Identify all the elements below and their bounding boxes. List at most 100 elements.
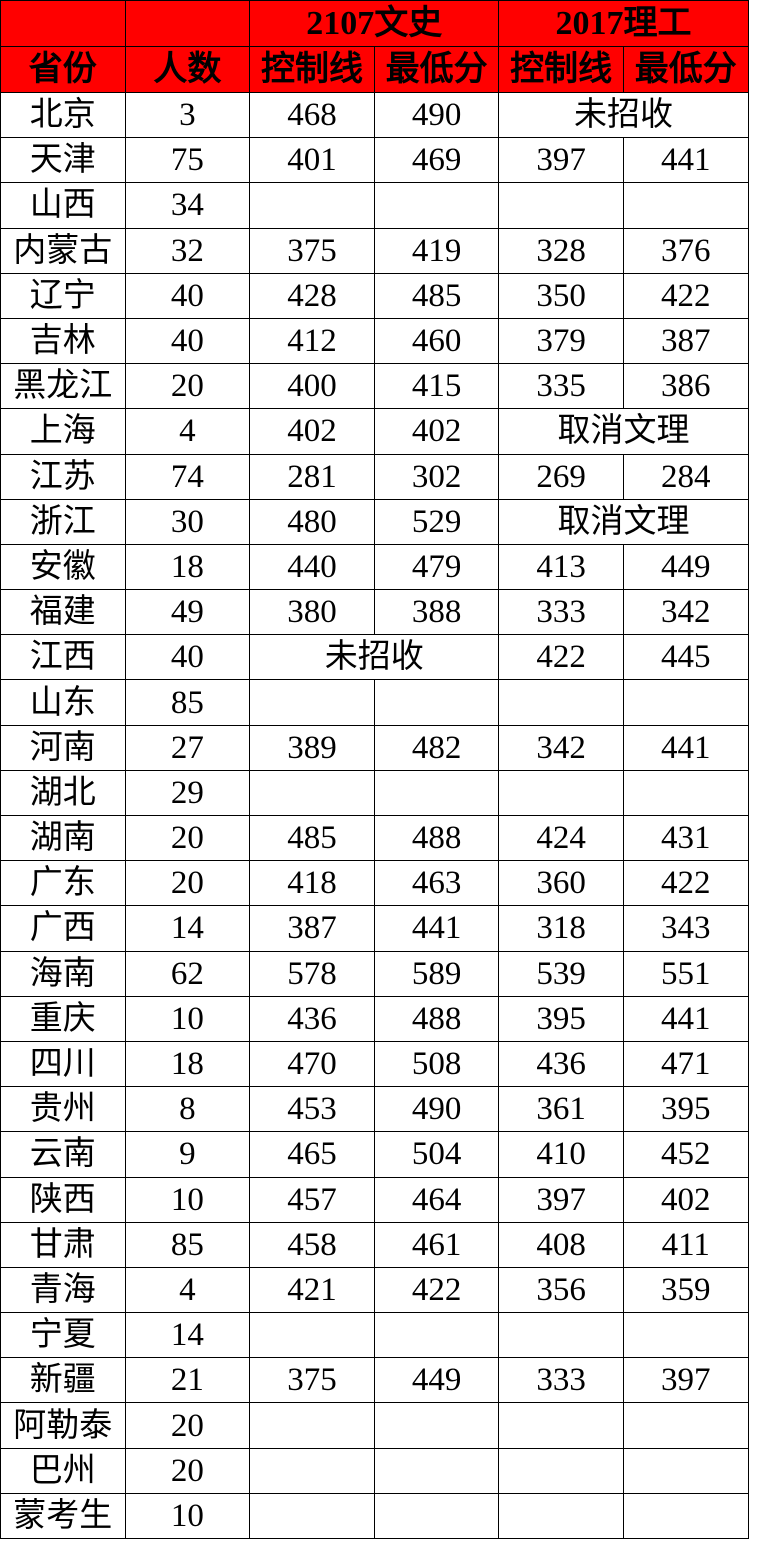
arts-control-cell	[249, 679, 375, 726]
sci-min-cell: 431	[622, 814, 749, 862]
count-cell: 20	[124, 363, 251, 410]
table-row: 河南 27 389 482 342 441	[0, 724, 749, 771]
sci-control-cell	[498, 1312, 624, 1359]
count-cell: 20	[124, 1447, 251, 1494]
arts-min-cell	[373, 1312, 500, 1359]
count-cell: 18	[124, 543, 251, 591]
sci-control-cell	[498, 1492, 624, 1540]
sci-min-cell: 441	[622, 995, 749, 1042]
sci-min-cell: 376	[622, 227, 749, 274]
table-row: 四川 18 470 508 436 471	[0, 1040, 749, 1088]
arts-min-cell: 419	[373, 227, 500, 274]
arts-control-cell: 436	[249, 995, 375, 1042]
arts-min-cell: 460	[373, 317, 500, 365]
table-row: 江西 40 未招收 422 445	[0, 634, 749, 681]
count-cell: 29	[124, 769, 251, 817]
sci-control-cell: 422	[498, 634, 624, 681]
arts-min-cell: 463	[373, 860, 500, 907]
arts-min-cell: 479	[373, 543, 500, 591]
sci-control-cell: 350	[498, 272, 624, 319]
table-row: 黑龙江 20 400 415 335 386	[0, 363, 749, 410]
sci-min-cell: 441	[622, 137, 749, 184]
sci-control-cell: 408	[498, 1221, 624, 1268]
province-cell: 宁夏	[0, 1312, 126, 1359]
table-row: 重庆 10 436 488 395 441	[0, 995, 749, 1042]
sci-note-cell: 未招收	[498, 91, 749, 139]
header-blank	[124, 0, 251, 47]
province-cell: 新疆	[0, 1357, 126, 1404]
sci-min-cell: 342	[622, 589, 749, 636]
province-cell: 山东	[0, 679, 126, 726]
table-row: 贵州 8 453 490 361 395	[0, 1086, 749, 1133]
sci-min-cell	[622, 182, 749, 229]
sci-control-cell: 424	[498, 814, 624, 862]
province-cell: 安徽	[0, 543, 126, 591]
sci-min-cell: 445	[622, 634, 749, 681]
arts-control-cell: 418	[249, 860, 375, 907]
sci-control-cell: 269	[498, 453, 624, 500]
sci-min-cell: 402	[622, 1176, 749, 1223]
table-row: 辽宁 40 428 485 350 422	[0, 272, 749, 319]
sci-min-cell: 551	[622, 950, 749, 997]
province-cell: 山西	[0, 182, 126, 229]
count-cell: 4	[124, 408, 251, 455]
header-count: 人数	[124, 46, 251, 93]
arts-control-cell: 458	[249, 1221, 375, 1268]
sci-min-cell: 422	[622, 860, 749, 907]
sci-control-cell	[498, 679, 624, 726]
arts-min-cell: 490	[373, 1086, 500, 1133]
arts-control-cell: 453	[249, 1086, 375, 1133]
sci-control-cell	[498, 769, 624, 817]
province-cell: 湖南	[0, 814, 126, 862]
arts-control-cell	[249, 1402, 375, 1449]
arts-min-cell	[373, 1447, 500, 1494]
arts-control-cell: 440	[249, 543, 375, 591]
sci-min-cell: 386	[622, 363, 749, 410]
sci-min-cell	[622, 769, 749, 817]
province-cell: 云南	[0, 1131, 126, 1178]
sci-control-cell	[498, 1402, 624, 1449]
table-row: 阿勒泰 20	[0, 1402, 749, 1449]
province-cell: 蒙考生	[0, 1492, 126, 1540]
province-cell: 广东	[0, 860, 126, 907]
arts-control-cell	[249, 1312, 375, 1359]
arts-min-cell: 415	[373, 363, 500, 410]
count-cell: 49	[124, 589, 251, 636]
header-province: 省份	[0, 46, 126, 93]
arts-min-cell: 461	[373, 1221, 500, 1268]
sci-control-cell: 397	[498, 1176, 624, 1223]
province-cell: 广西	[0, 905, 126, 952]
count-cell: 40	[124, 272, 251, 319]
arts-control-cell	[249, 1447, 375, 1494]
sci-control-cell: 333	[498, 1357, 624, 1404]
count-cell: 75	[124, 137, 251, 184]
sci-control-cell: 333	[498, 589, 624, 636]
sci-min-cell	[622, 1312, 749, 1359]
count-cell: 27	[124, 724, 251, 771]
sci-min-cell: 359	[622, 1266, 749, 1314]
sci-control-cell: 379	[498, 317, 624, 365]
arts-control-cell: 465	[249, 1131, 375, 1178]
sci-control-cell: 342	[498, 724, 624, 771]
sci-min-cell	[622, 679, 749, 726]
province-cell: 河南	[0, 724, 126, 771]
table-row: 天津 75 401 469 397 441	[0, 137, 749, 184]
sci-min-cell: 411	[622, 1221, 749, 1268]
arts-control-cell: 485	[249, 814, 375, 862]
arts-control-cell: 281	[249, 453, 375, 500]
count-cell: 85	[124, 1221, 251, 1268]
table-row: 青海 4 421 422 356 359	[0, 1266, 749, 1314]
count-cell: 34	[124, 182, 251, 229]
table-row: 浙江 30 480 529 取消文理	[0, 498, 749, 545]
table-row: 上海 4 402 402 取消文理	[0, 408, 749, 455]
province-cell: 海南	[0, 950, 126, 997]
header-column-row: 省份 人数 控制线 最低分 控制线 最低分	[0, 46, 749, 93]
count-cell: 4	[124, 1266, 251, 1314]
sci-min-cell: 422	[622, 272, 749, 319]
arts-min-cell	[373, 769, 500, 817]
province-cell: 上海	[0, 408, 126, 455]
province-cell: 贵州	[0, 1086, 126, 1133]
sci-control-cell: 356	[498, 1266, 624, 1314]
table-row: 江苏 74 281 302 269 284	[0, 453, 749, 500]
table-row: 蒙考生 10	[0, 1492, 749, 1540]
